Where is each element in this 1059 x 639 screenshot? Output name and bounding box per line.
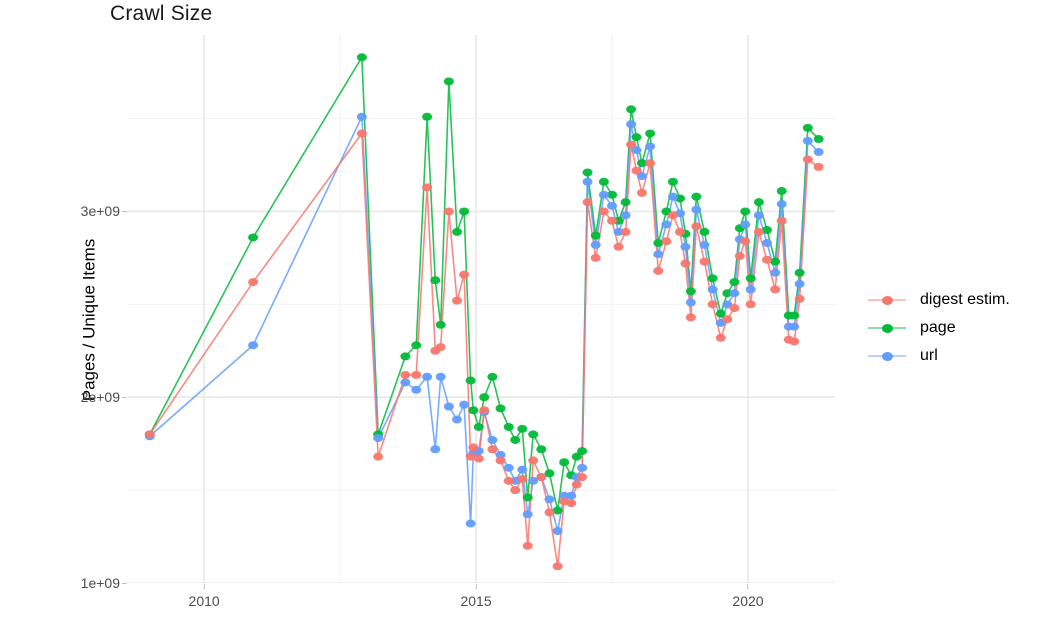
legend-key-page xyxy=(868,317,906,339)
y-tickmark xyxy=(122,210,127,212)
legend: digest estim. page url xyxy=(868,286,1053,370)
x-tickmark xyxy=(203,584,205,589)
plot-panel xyxy=(128,35,835,583)
x-tick-labels: 2010 2015 2020 xyxy=(128,584,835,619)
legend-label-page: page xyxy=(920,319,956,336)
legend-label-url: url xyxy=(920,347,938,364)
y-tickmark xyxy=(122,582,127,584)
y-tick-labels: 1e+09 2e+09 3e+09 xyxy=(40,35,127,591)
y-tickmark xyxy=(122,396,127,398)
page-title: Crawl Size xyxy=(110,2,213,25)
x-tick-label: 2015 xyxy=(460,593,492,609)
legend-label-digest-estim: digest estim. xyxy=(920,291,1010,308)
legend-key-url xyxy=(868,345,906,367)
y-tick-label: 3e+09 xyxy=(80,203,120,220)
legend-item-digest-estim[interactable]: digest estim. xyxy=(868,286,1053,314)
legend-key-digest-estim xyxy=(868,289,906,311)
x-tick-label: 2010 xyxy=(188,593,220,609)
y-tick-label: 1e+09 xyxy=(80,575,120,591)
legend-item-page[interactable]: page xyxy=(868,314,1053,342)
gridlines xyxy=(128,35,835,583)
x-tick-label: 2020 xyxy=(732,593,764,609)
x-tickmark xyxy=(747,584,749,589)
legend-item-url[interactable]: url xyxy=(868,342,1053,370)
y-tick-label: 2e+09 xyxy=(80,389,120,406)
x-tickmark xyxy=(475,584,477,589)
series-points xyxy=(144,53,824,571)
plot-svg xyxy=(128,35,835,583)
